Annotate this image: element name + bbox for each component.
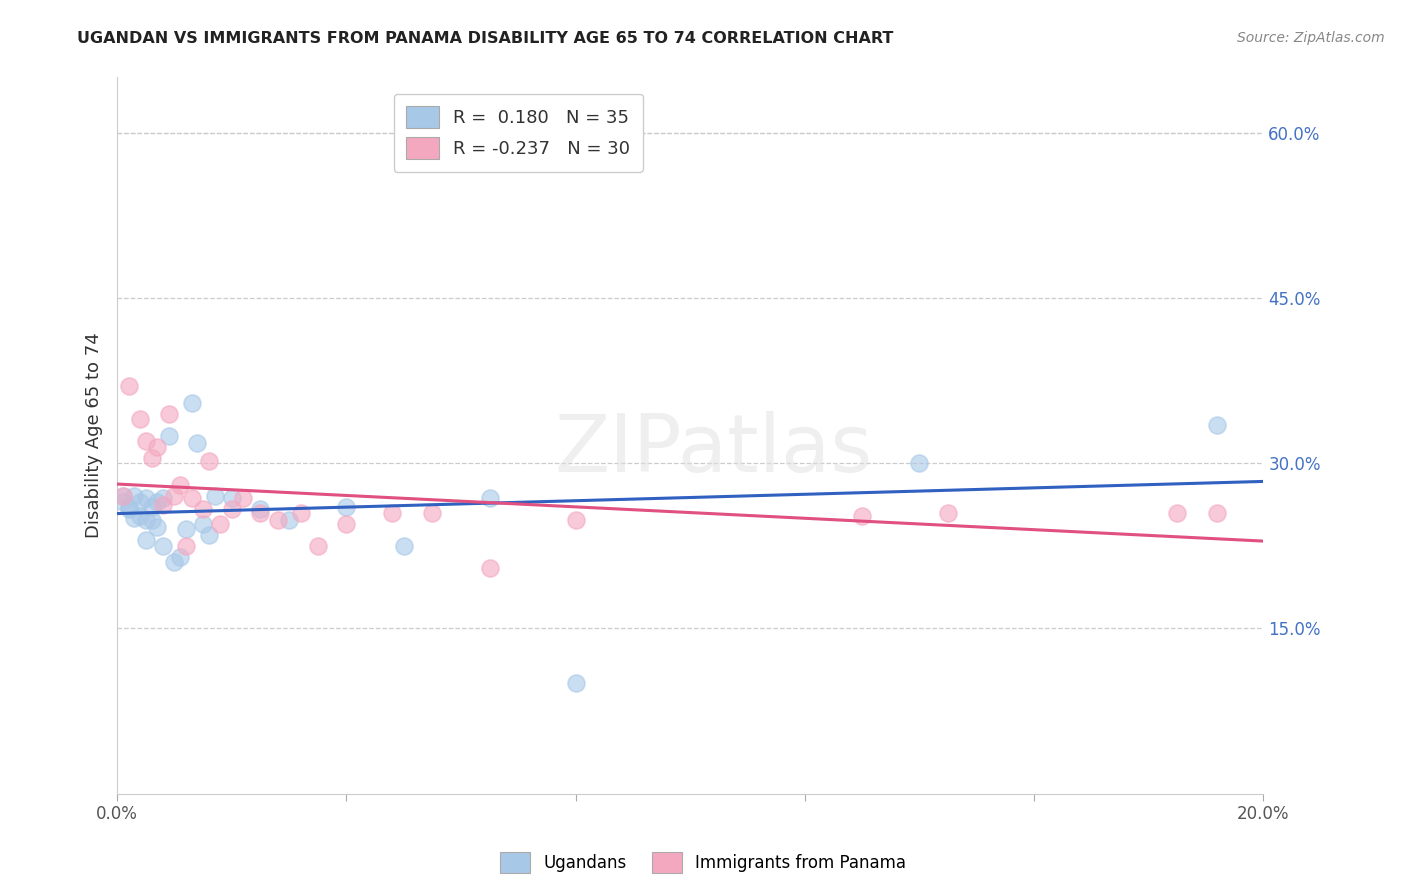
Point	[129, 508, 152, 523]
Point	[1166, 506, 1188, 520]
Point	[249, 506, 271, 520]
Point	[135, 434, 157, 448]
Point	[124, 511, 146, 525]
Point	[564, 513, 586, 527]
Point	[146, 520, 169, 534]
Point	[146, 494, 169, 508]
Point	[249, 502, 271, 516]
Point	[111, 489, 134, 503]
Point	[290, 506, 312, 520]
Point	[180, 395, 202, 409]
Point	[335, 516, 357, 531]
Point	[266, 513, 288, 527]
Point	[191, 516, 214, 531]
Text: ZIPatlas: ZIPatlas	[554, 411, 872, 489]
Y-axis label: Disability Age 65 to 74: Disability Age 65 to 74	[86, 333, 103, 539]
Point	[129, 494, 152, 508]
Point	[335, 500, 357, 515]
Point	[111, 494, 134, 508]
Point	[163, 555, 186, 569]
Point	[169, 478, 191, 492]
Point	[851, 508, 873, 523]
Point	[198, 527, 221, 541]
Point	[221, 502, 243, 516]
Point	[135, 513, 157, 527]
Point	[157, 407, 180, 421]
Point	[135, 491, 157, 506]
Point	[221, 491, 243, 506]
Point	[174, 522, 197, 536]
Point	[146, 440, 169, 454]
Point	[152, 491, 174, 506]
Point	[1206, 417, 1229, 432]
Point	[209, 516, 232, 531]
Point	[564, 676, 586, 690]
Legend: Ugandans, Immigrants from Panama: Ugandans, Immigrants from Panama	[494, 846, 912, 880]
Point	[111, 489, 134, 503]
Point	[118, 502, 141, 516]
Point	[141, 500, 163, 515]
Point	[381, 506, 404, 520]
Point	[141, 513, 163, 527]
Point	[908, 456, 931, 470]
Point	[478, 491, 501, 506]
Point	[191, 502, 214, 516]
Point	[1206, 506, 1229, 520]
Point	[198, 454, 221, 468]
Text: Source: ZipAtlas.com: Source: ZipAtlas.com	[1237, 31, 1385, 45]
Text: UGANDAN VS IMMIGRANTS FROM PANAMA DISABILITY AGE 65 TO 74 CORRELATION CHART: UGANDAN VS IMMIGRANTS FROM PANAMA DISABI…	[77, 31, 894, 46]
Point	[135, 533, 157, 548]
Point	[278, 513, 301, 527]
Point	[478, 561, 501, 575]
Point	[118, 379, 141, 393]
Point	[186, 436, 208, 450]
Point	[204, 489, 226, 503]
Point	[157, 428, 180, 442]
Point	[307, 539, 329, 553]
Point	[169, 549, 191, 564]
Point	[174, 539, 197, 553]
Point	[392, 539, 415, 553]
Point	[232, 491, 254, 506]
Point	[936, 506, 959, 520]
Point	[124, 489, 146, 503]
Point	[152, 498, 174, 512]
Point	[141, 450, 163, 465]
Legend: R =  0.180   N = 35, R = -0.237   N = 30: R = 0.180 N = 35, R = -0.237 N = 30	[394, 94, 643, 172]
Point	[422, 506, 444, 520]
Point	[129, 412, 152, 426]
Point	[163, 489, 186, 503]
Point	[180, 491, 202, 506]
Point	[152, 539, 174, 553]
Point	[118, 500, 141, 515]
